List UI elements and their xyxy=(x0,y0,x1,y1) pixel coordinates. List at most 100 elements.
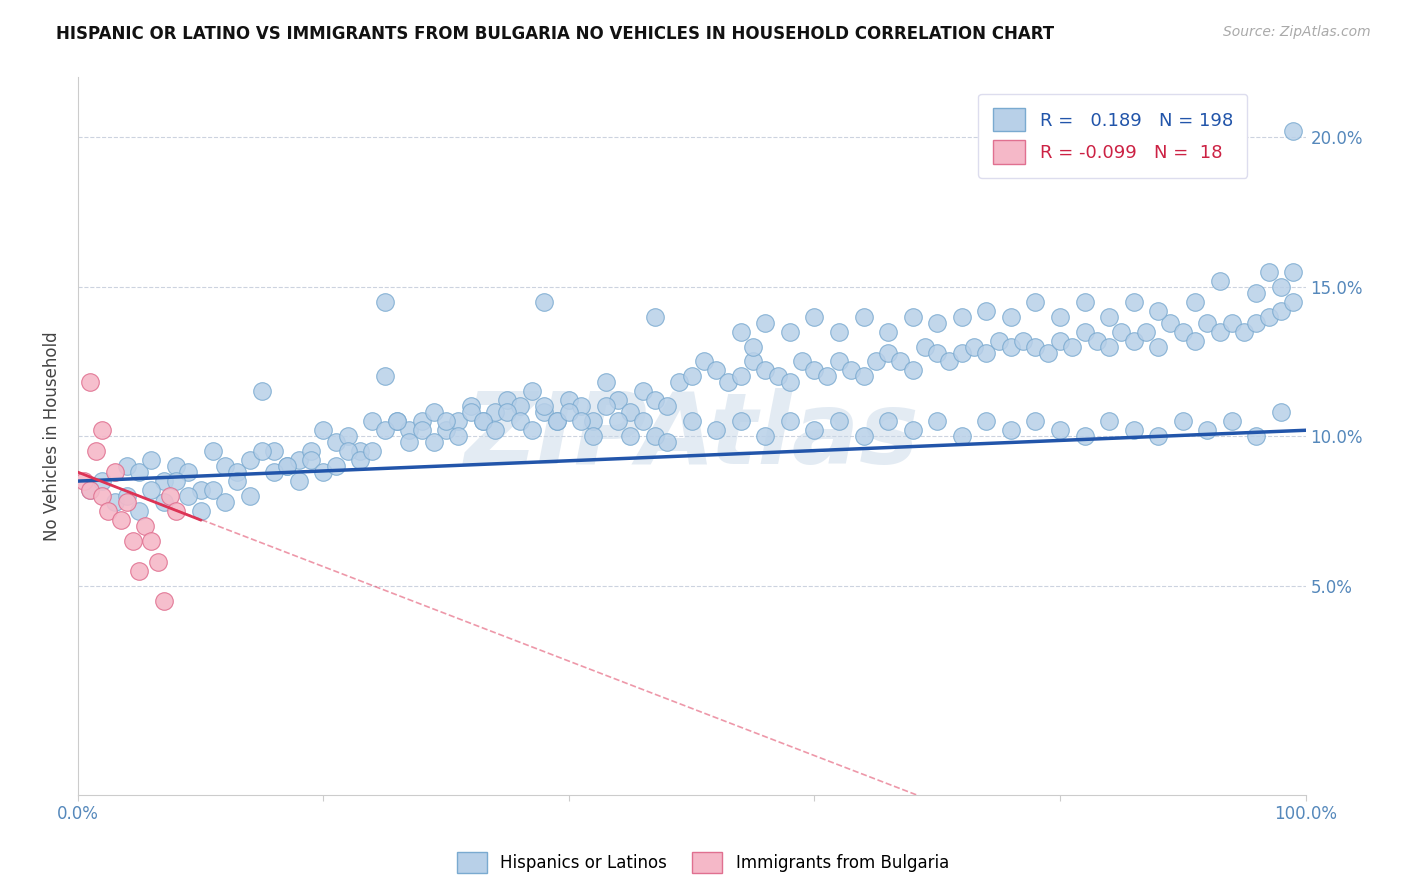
Point xyxy=(165,459,187,474)
Point xyxy=(779,414,801,428)
Point xyxy=(312,423,335,437)
Point xyxy=(312,465,335,479)
Point xyxy=(766,369,789,384)
Point xyxy=(110,513,132,527)
Point xyxy=(631,414,654,428)
Point xyxy=(803,363,825,377)
Point xyxy=(146,555,169,569)
Point xyxy=(927,414,949,428)
Point xyxy=(214,459,236,474)
Point xyxy=(128,564,150,578)
Point xyxy=(128,504,150,518)
Point xyxy=(607,393,630,408)
Point xyxy=(852,429,875,443)
Point xyxy=(1012,334,1035,348)
Text: ZIPAtlas: ZIPAtlas xyxy=(464,388,920,484)
Point xyxy=(423,435,446,450)
Point xyxy=(1233,325,1256,339)
Point xyxy=(865,354,887,368)
Point xyxy=(877,345,900,359)
Point xyxy=(828,354,851,368)
Point xyxy=(950,345,973,359)
Point xyxy=(987,334,1010,348)
Point xyxy=(889,354,911,368)
Point xyxy=(152,495,174,509)
Point xyxy=(815,369,838,384)
Point xyxy=(792,354,814,368)
Point xyxy=(901,310,924,324)
Point xyxy=(250,444,273,458)
Point xyxy=(385,414,408,428)
Point xyxy=(1282,265,1305,279)
Point xyxy=(1270,279,1292,293)
Point xyxy=(950,429,973,443)
Point xyxy=(1270,405,1292,419)
Point xyxy=(398,435,420,450)
Point xyxy=(190,504,212,518)
Point xyxy=(1208,274,1230,288)
Point xyxy=(963,340,986,354)
Point xyxy=(361,414,384,428)
Point xyxy=(1184,294,1206,309)
Point xyxy=(1049,334,1071,348)
Point xyxy=(84,444,107,458)
Point xyxy=(1246,429,1268,443)
Point xyxy=(569,400,592,414)
Point xyxy=(631,384,654,399)
Point xyxy=(1147,340,1170,354)
Point xyxy=(460,400,482,414)
Point xyxy=(115,495,138,509)
Point xyxy=(520,423,543,437)
Point xyxy=(1024,340,1046,354)
Point xyxy=(165,504,187,518)
Point xyxy=(141,453,163,467)
Point xyxy=(226,465,249,479)
Point xyxy=(1171,414,1194,428)
Point xyxy=(1049,423,1071,437)
Point xyxy=(91,423,114,437)
Point xyxy=(595,376,617,390)
Point xyxy=(1024,414,1046,428)
Point xyxy=(336,444,359,458)
Point xyxy=(434,414,457,428)
Point xyxy=(104,495,127,509)
Point xyxy=(1024,294,1046,309)
Text: Source: ZipAtlas.com: Source: ZipAtlas.com xyxy=(1223,25,1371,39)
Point xyxy=(704,423,727,437)
Point xyxy=(496,405,519,419)
Point xyxy=(839,363,862,377)
Point xyxy=(226,474,249,488)
Point xyxy=(165,474,187,488)
Point xyxy=(693,354,716,368)
Point xyxy=(681,414,703,428)
Point xyxy=(1085,334,1108,348)
Point xyxy=(1208,325,1230,339)
Point xyxy=(655,435,678,450)
Point xyxy=(1098,310,1121,324)
Point xyxy=(1073,294,1095,309)
Point xyxy=(484,423,506,437)
Point xyxy=(374,294,396,309)
Point xyxy=(1197,316,1219,330)
Point xyxy=(950,310,973,324)
Point xyxy=(582,414,605,428)
Point xyxy=(742,354,765,368)
Point xyxy=(803,423,825,437)
Point xyxy=(239,489,262,503)
Point xyxy=(1062,340,1084,354)
Point xyxy=(1184,334,1206,348)
Point xyxy=(1122,294,1144,309)
Point xyxy=(595,400,617,414)
Point xyxy=(828,414,851,428)
Point xyxy=(288,453,311,467)
Point xyxy=(434,423,457,437)
Point xyxy=(1098,414,1121,428)
Point xyxy=(325,435,347,450)
Point xyxy=(201,444,224,458)
Point xyxy=(607,414,630,428)
Point xyxy=(730,369,752,384)
Point xyxy=(974,414,997,428)
Point xyxy=(288,474,311,488)
Point xyxy=(411,423,433,437)
Point xyxy=(447,429,470,443)
